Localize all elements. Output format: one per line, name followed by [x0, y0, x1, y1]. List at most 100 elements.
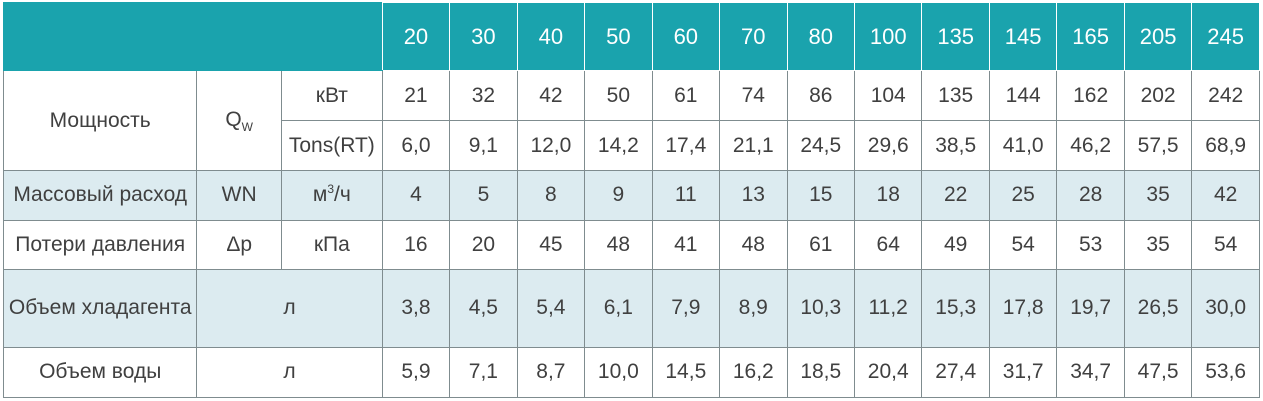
pressure-loss-value: 41: [651, 219, 721, 270]
power-kw-value: 202: [1123, 70, 1193, 122]
mass-flow-value: 42: [1191, 170, 1260, 221]
water-volume-value: 14,5: [651, 346, 721, 399]
mass-flow-value: 35: [1123, 170, 1193, 221]
power-kw-value: 162: [1056, 70, 1125, 122]
pressure-loss-value: 54: [1191, 219, 1260, 270]
model-header: 60: [651, 1, 721, 72]
pressure-loss-value: 20: [449, 219, 518, 270]
model-header: 205: [1123, 1, 1193, 72]
power-rt-value: 38,5: [921, 120, 990, 172]
water-volume-unit: л: [196, 346, 383, 399]
power-rt-value: 29,6: [853, 120, 923, 172]
mass-flow-symbol: WN: [196, 170, 282, 221]
pressure-loss-symbol: Δp: [196, 219, 282, 270]
mass-flow-value: 28: [1056, 170, 1125, 221]
refrigerant-volume-value: 10,3: [786, 268, 855, 348]
water-volume-value: 5,9: [381, 346, 451, 399]
power-rt-value: 14,2: [584, 120, 653, 172]
water-volume-value: 31,7: [988, 346, 1058, 399]
water-volume-value: 27,4: [921, 346, 990, 399]
header-row: 20 30 40 50 60 70 80 100 135 145 165 205…: [3, 1, 1260, 72]
header-blank-cell: [3, 1, 383, 72]
water-volume-value: 7,1: [449, 346, 518, 399]
water-volume-value: 10,0: [584, 346, 653, 399]
pressure-loss-param-label: Потери давления: [2, 219, 198, 270]
power-rt-value: 68,9: [1191, 120, 1260, 172]
model-header: 70: [719, 1, 788, 72]
refrigerant-volume-value: 4,5: [449, 268, 518, 348]
pressure-loss-unit: кПа: [280, 219, 383, 270]
power-kw-value: 74: [719, 70, 788, 122]
power-param-label: Мощность: [2, 70, 198, 172]
model-header: 100: [853, 1, 923, 72]
pressure-loss-value: 64: [853, 219, 923, 270]
model-header: 135: [921, 1, 990, 72]
refrigerant-volume-value: 26,5: [1123, 268, 1193, 348]
power-kw-value: 135: [921, 70, 990, 122]
power-kw-value: 32: [449, 70, 518, 122]
water-volume-row: Объем воды л 5,9 7,1 8,7 10,0 14,5 16,2 …: [2, 346, 1260, 399]
refrigerant-volume-value: 19,7: [1056, 268, 1125, 348]
model-header: 40: [516, 1, 586, 72]
model-header: 245: [1191, 1, 1260, 72]
refrigerant-volume-value: 3,8: [381, 268, 451, 348]
pressure-loss-value: 35: [1123, 219, 1193, 270]
power-kw-value: 144: [988, 70, 1058, 122]
model-header: 145: [988, 1, 1058, 72]
power-kw-value: 242: [1191, 70, 1260, 122]
mass-flow-unit-tail: /ч: [334, 183, 351, 207]
power-rt-value: 21,1: [719, 120, 788, 172]
water-volume-value: 53,6: [1191, 346, 1260, 399]
refrigerant-volume-value: 17,8: [988, 268, 1058, 348]
power-rt-value: 24,5: [786, 120, 855, 172]
mass-flow-value: 11: [651, 170, 721, 221]
water-volume-value: 8,7: [516, 346, 586, 399]
power-kw-value: 61: [651, 70, 721, 122]
pressure-loss-value: 54: [988, 219, 1058, 270]
power-kw-value: 42: [516, 70, 586, 122]
refrigerant-volume-unit: л: [196, 268, 383, 348]
power-symbol-sub: W: [241, 119, 253, 134]
refrigerant-volume-value: 5,4: [516, 268, 586, 348]
mass-flow-unit-sup: 3: [327, 182, 334, 197]
power-rt-value: 46,2: [1056, 120, 1125, 172]
mass-flow-value: 9: [584, 170, 653, 221]
water-volume-value: 34,7: [1056, 346, 1125, 399]
mass-flow-unit: м3/ч: [280, 170, 383, 221]
water-volume-param-label: Объем воды: [2, 346, 198, 399]
power-kw-value: 86: [786, 70, 855, 122]
refrigerant-volume-param-label: Объем хладагента: [2, 268, 198, 348]
mass-flow-value: 5: [449, 170, 518, 221]
water-volume-value: 47,5: [1123, 346, 1193, 399]
mass-flow-unit-base: м: [312, 183, 328, 207]
power-rt-value: 57,5: [1123, 120, 1193, 172]
mass-flow-value: 8: [516, 170, 586, 221]
power-rt-value: 6,0: [381, 120, 451, 172]
power-kw-value: 21: [381, 70, 451, 122]
refrigerant-volume-value: 8,9: [719, 268, 788, 348]
pressure-loss-value: 53: [1056, 219, 1125, 270]
refrigerant-volume-value: 6,1: [584, 268, 653, 348]
pressure-loss-value: 16: [381, 219, 451, 270]
power-rt-value: 17,4: [651, 120, 721, 172]
mass-flow-value: 25: [988, 170, 1058, 221]
refrigerant-volume-value: 11,2: [853, 268, 923, 348]
mass-flow-row: Массовый расход WN м3/ч 4 5 8 9 11 13 15…: [2, 170, 1260, 221]
power-kw-unit: кВт: [280, 70, 383, 122]
mass-flow-param-label: Массовый расход: [2, 170, 198, 221]
refrigerant-volume-value: 7,9: [651, 268, 721, 348]
refrigerant-volume-value: 15,3: [921, 268, 990, 348]
power-kw-value: 104: [853, 70, 923, 122]
mass-flow-value: 18: [853, 170, 923, 221]
pressure-loss-value: 61: [786, 219, 855, 270]
mass-flow-value: 4: [381, 170, 451, 221]
model-header: 30: [449, 1, 518, 72]
pressure-loss-value: 48: [584, 219, 653, 270]
power-kw-row: Мощность QW кВт 21 32 42 50 61 74 86 104…: [2, 70, 1260, 172]
power-rt-value: 9,1: [449, 120, 518, 172]
power-symbol-base: Q: [225, 107, 242, 131]
power-rt-value: 41,0: [988, 120, 1058, 172]
pressure-loss-value: 49: [921, 219, 990, 270]
mass-flow-value: 15: [786, 170, 855, 221]
